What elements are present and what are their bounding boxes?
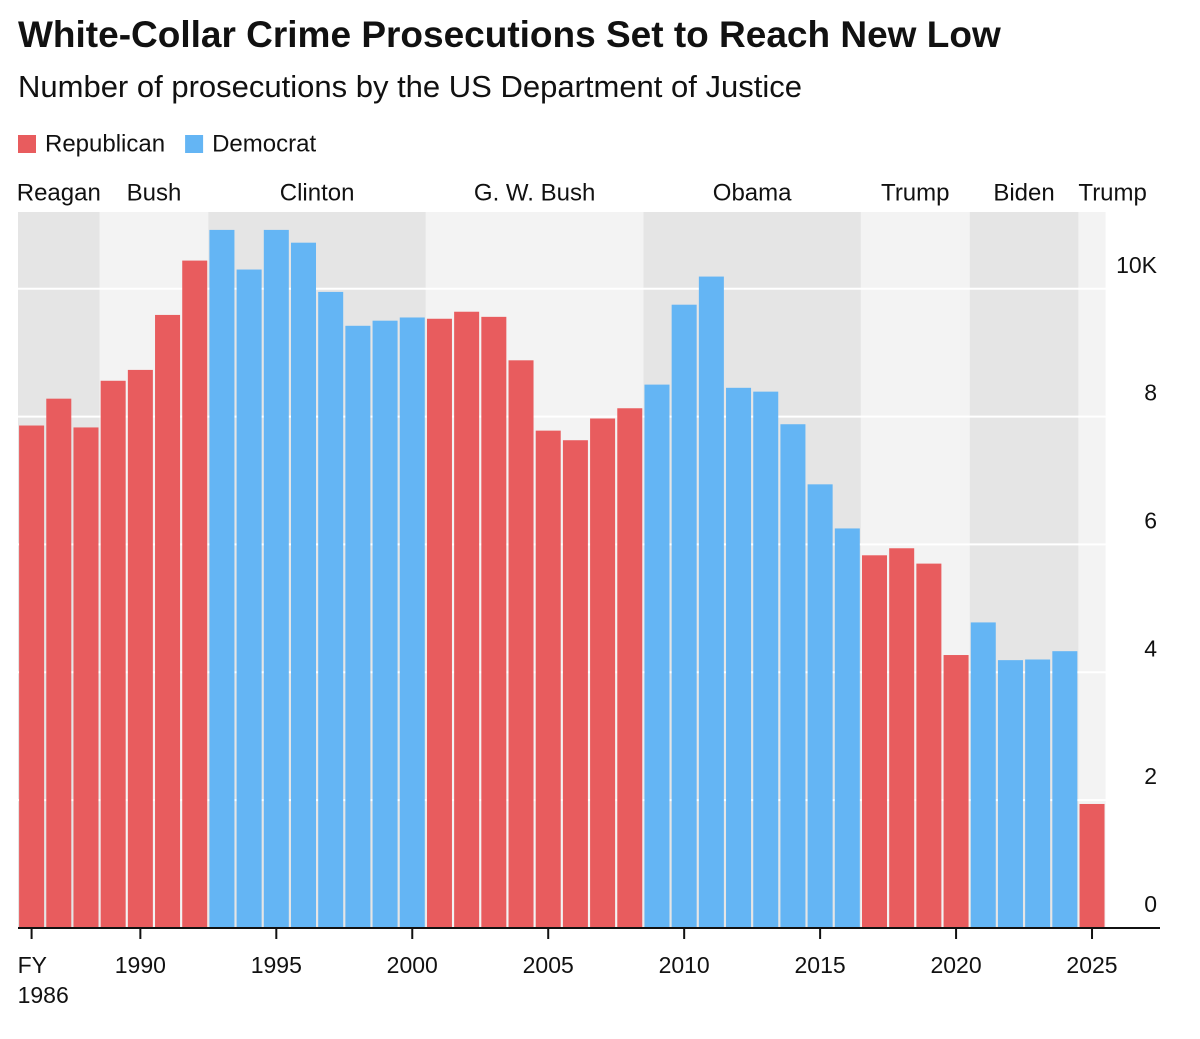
bar [617,408,643,928]
legend-label: Democrat [212,130,316,157]
era-label: Bush [127,179,182,206]
bar [698,276,724,928]
bar [970,622,996,928]
bar [889,548,915,928]
era-label: Reagan [17,179,101,206]
era-label: Trump [1078,179,1146,206]
y-tick-label: 2 [1144,763,1157,789]
bar [943,655,969,928]
bar [46,398,72,929]
bar [290,242,317,928]
era-label: Biden [993,179,1054,206]
era-label: Trump [881,179,949,206]
y-tick-label: 8 [1144,380,1157,406]
bar [590,418,616,928]
bar [182,260,208,929]
era-label: Obama [713,179,792,206]
x-tick-label: 2020 [930,952,982,978]
bar [127,369,153,928]
bar [753,391,779,928]
x-tick-label: 2000 [386,952,438,978]
bar [236,269,262,928]
chart-subtitle: Number of prosecutions by the US Departm… [18,69,802,104]
bar [399,317,425,928]
bar [807,484,833,928]
x-tick-label: FY 1986 [17,952,69,1008]
x-tick-label: 2015 [794,952,846,978]
y-tick-label: 4 [1144,635,1157,661]
bar [834,528,860,928]
bar [481,316,507,928]
bar [155,314,181,928]
era-label: G. W. Bush [474,179,595,206]
bar [726,387,752,928]
bar [372,320,398,928]
bar [1025,659,1051,928]
legend-label: Republican [45,130,165,157]
bar [345,325,371,928]
bar [73,427,99,928]
bar [644,384,670,928]
bar [562,440,588,928]
bar [100,380,126,928]
x-tick-label: 2010 [658,952,710,978]
bar [318,291,344,928]
legend-swatch [18,135,36,153]
bar [916,563,942,928]
bar [263,229,289,928]
x-tick-label: 2025 [1066,952,1118,978]
legend-swatch [185,135,204,153]
bar [19,425,45,928]
bar [209,229,235,928]
x-tick-label: 1995 [250,952,302,978]
y-tick-label: 10K [1116,252,1158,278]
chart-title: White-Collar Crime Prosecutions Set to R… [18,14,1001,55]
x-tick-label: 1990 [114,952,166,978]
bar [426,318,452,928]
bar [671,304,697,929]
bar [508,360,534,928]
bar [1052,651,1078,928]
bar [997,660,1023,928]
y-tick-label: 6 [1144,508,1157,534]
bar [535,430,561,928]
y-tick-label: 0 [1144,891,1157,917]
bar [454,311,480,928]
era-label: Clinton [280,179,355,206]
bar [1079,803,1105,928]
bar [780,424,806,928]
bar [861,555,888,928]
x-tick-label: 2005 [522,952,574,978]
